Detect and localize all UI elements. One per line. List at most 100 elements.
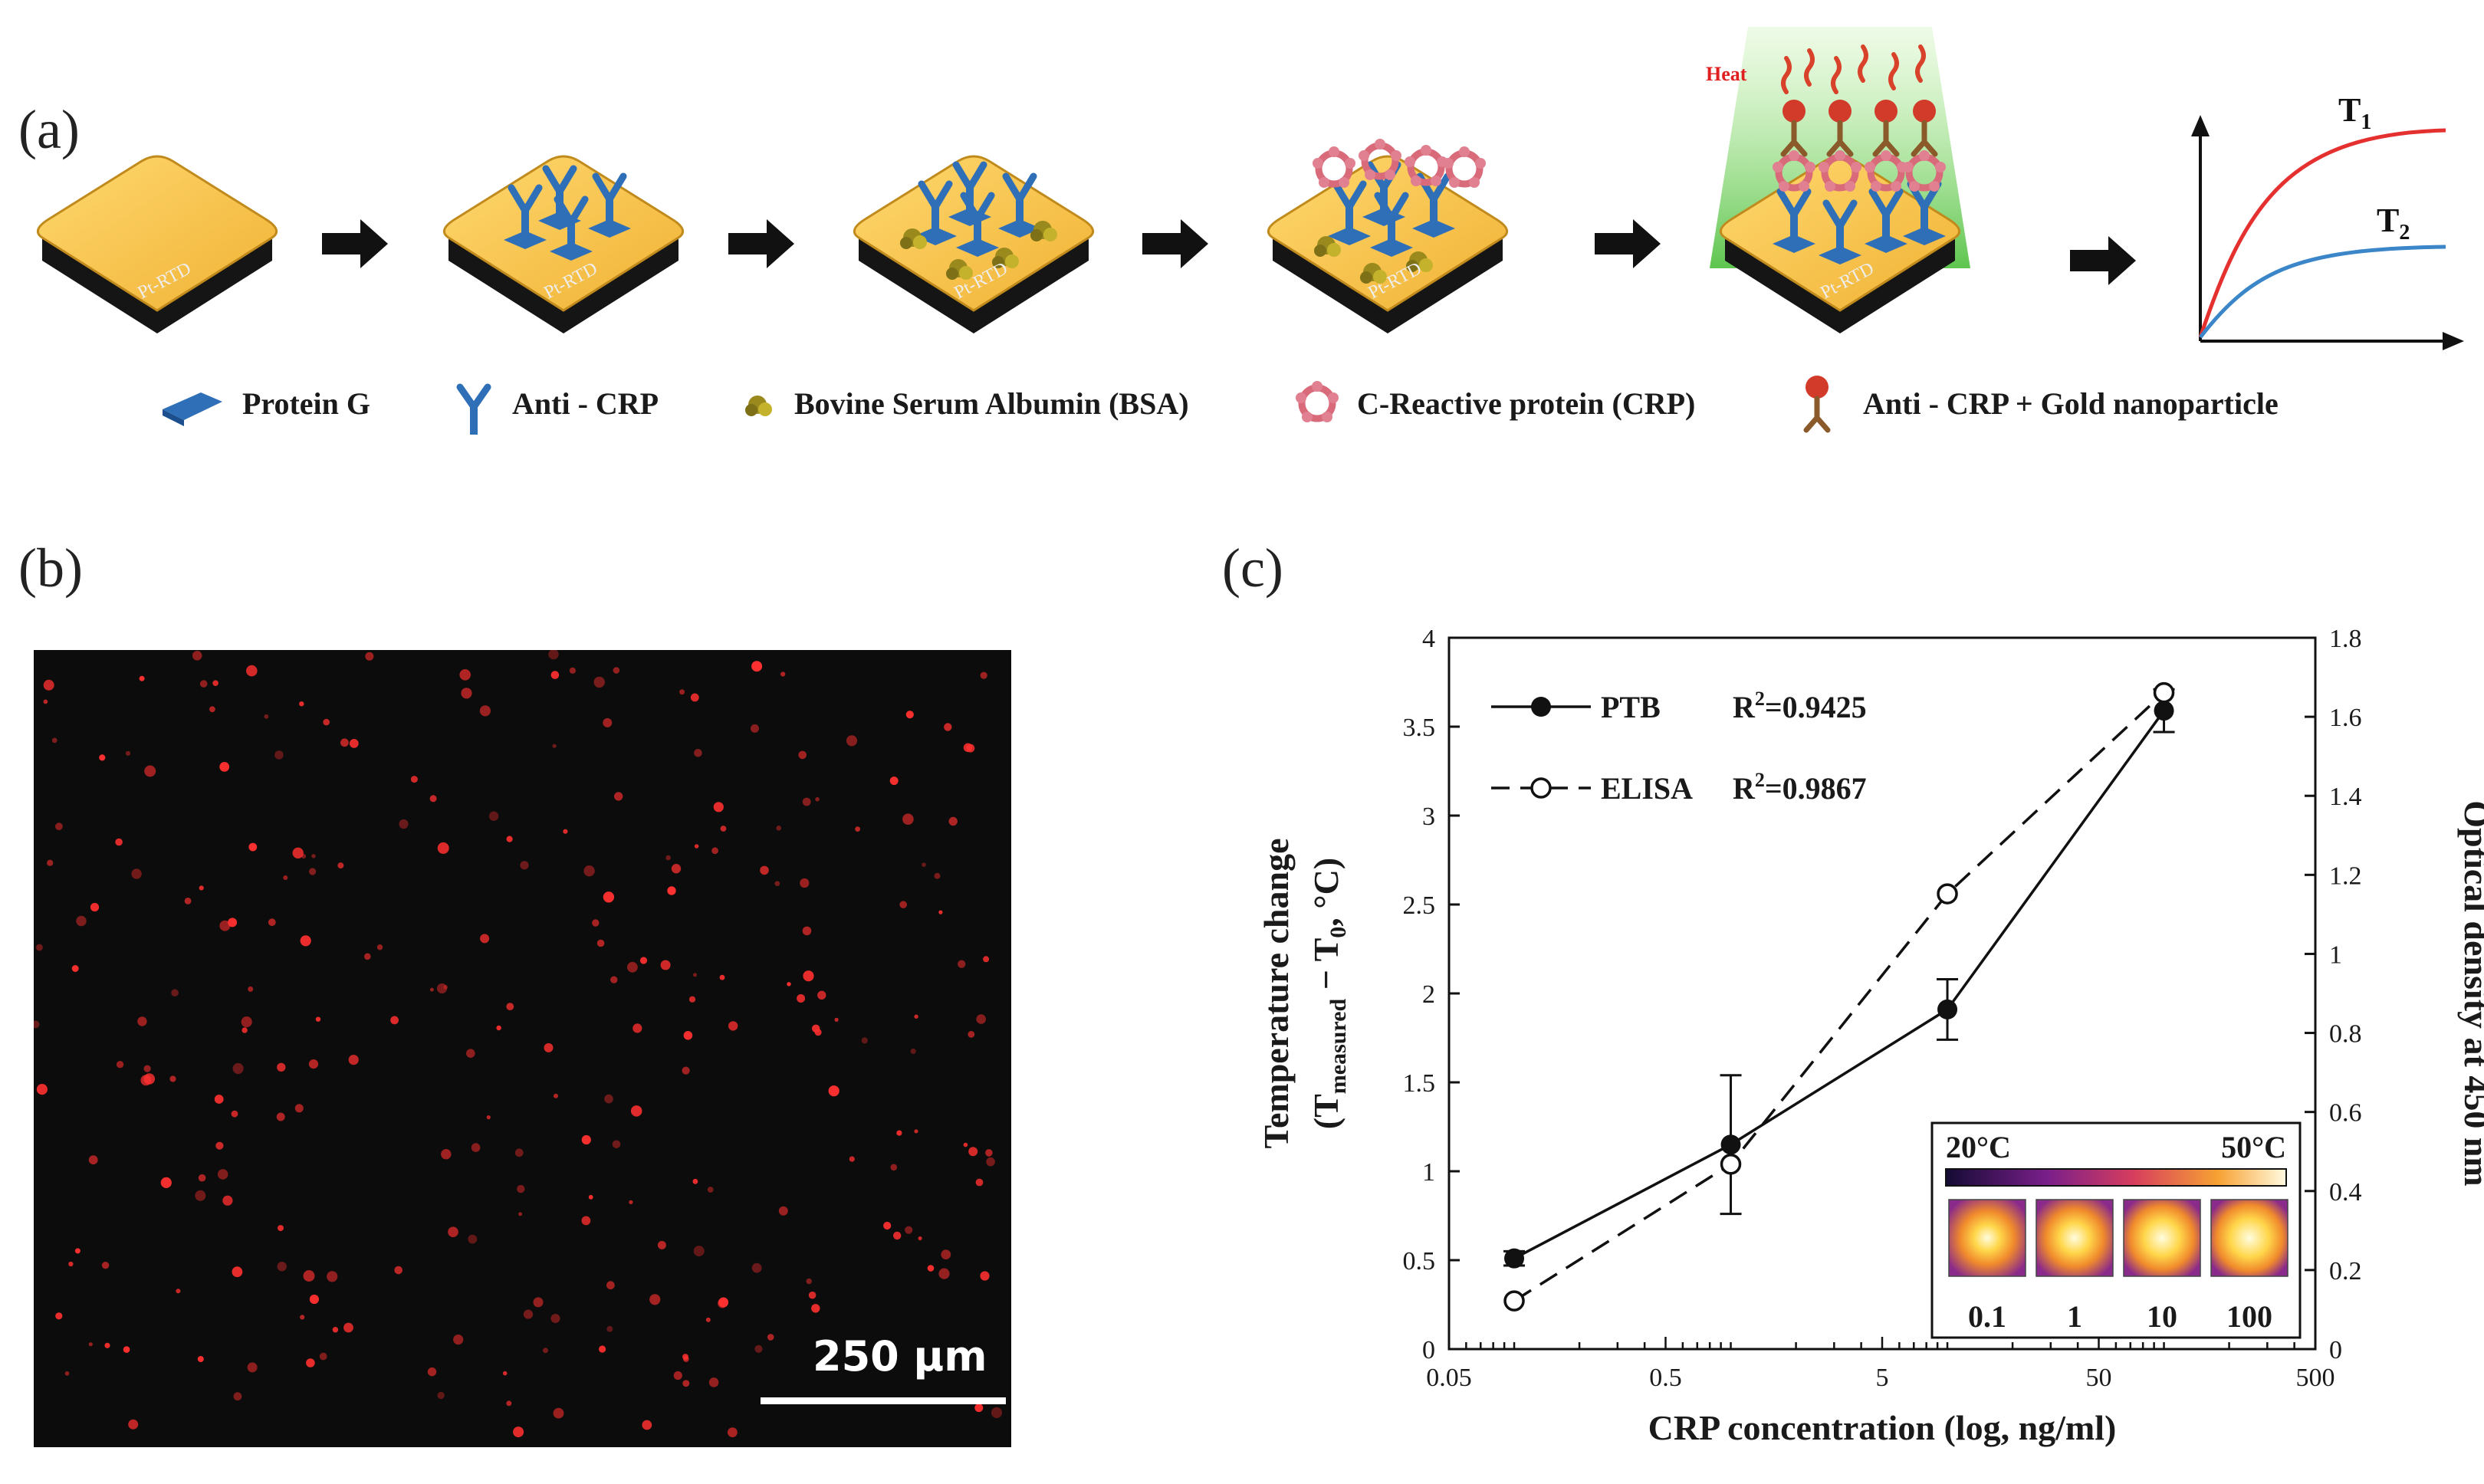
crp-chart: 0 0.5 1 1.5 2 2.5 3 3.5 4 0 0.2 0.4 0.6 0.8 1 1.2 1.4 1.6… (1257, 625, 2484, 1447)
fluorescent-dot (593, 676, 605, 688)
process-arrow-4 (1595, 219, 1661, 268)
fluorescent-dot (707, 1187, 714, 1193)
fluorescent-dot (629, 1200, 633, 1204)
y-left-axis-subtitle-part: , °C) (1306, 858, 1346, 927)
fluorescent-dot (160, 1177, 172, 1188)
bsa-icon (745, 396, 772, 416)
fluorescent-dot (811, 1304, 820, 1313)
fluorescent-dot (520, 861, 529, 870)
fluorescent-dot (814, 1029, 822, 1036)
thermal-image-0.1 (1948, 1199, 2026, 1277)
fluorescent-dot (776, 826, 781, 831)
fluorescent-dot (693, 1246, 705, 1257)
fluorescent-dot (550, 671, 560, 679)
fluorescent-dot (47, 859, 54, 866)
fluorescent-dot (277, 1262, 287, 1272)
y-right-axis-title: Optical density at 450 nm (2457, 800, 2484, 1186)
fluorescent-dot (471, 1143, 481, 1152)
fluorescent-dot (197, 1356, 204, 1362)
fluorescent-dot (890, 1164, 898, 1171)
fluorescent-dot (43, 699, 48, 704)
legend-gold-nanoparticle: Anti - CRP + Gold nanoparticle (1863, 386, 2279, 421)
elisa-point (1720, 1153, 1742, 1175)
fluorescent-dot (944, 723, 952, 731)
schematic-panel: Pt-RTD Pt-RTD Pt-RTD (36, 27, 2464, 435)
fluorescent-dot (893, 1231, 902, 1240)
fluorescent-dot (309, 1294, 319, 1305)
fluorescent-dot (610, 976, 618, 983)
y-left-axis-subtitle-part: measured (1326, 998, 1351, 1094)
fluorescent-dot (751, 724, 759, 733)
process-arrow-5 (2070, 236, 2136, 285)
fluorescent-dot (496, 1025, 501, 1031)
x-tick-label: 0.05 (1426, 1364, 1472, 1392)
fluorescent-dot (343, 1322, 353, 1333)
fluorescent-dot (232, 1062, 244, 1075)
fluorescent-dot (603, 717, 613, 727)
y-left-tick-label: 3.5 (1403, 714, 1436, 742)
elisa-r2-label: R2=0.9867 (1733, 769, 1867, 806)
fluorescent-dot (751, 1262, 762, 1273)
fluorescent-dot (523, 1309, 534, 1319)
fluorescent-dot (300, 1315, 305, 1320)
ptb-r2-label: R2=0.9425 (1733, 688, 1867, 724)
fluorescent-dot (349, 739, 359, 748)
x-tick-label: 50 (2086, 1364, 2112, 1392)
fluorescent-dot (184, 898, 192, 905)
fluorescent-dot (922, 862, 926, 867)
fluorescent-dot (276, 1112, 285, 1121)
panel-label-b: (b) (18, 537, 83, 599)
fluorescent-dot (292, 847, 304, 859)
fluorescent-dot (241, 1016, 252, 1028)
fluorescent-dot (751, 661, 763, 672)
fluorescent-dot (319, 1352, 327, 1361)
fluorescent-dot (76, 915, 87, 927)
fluorescent-dot (985, 1149, 993, 1157)
fluorescent-dot (176, 1289, 181, 1294)
fluorescent-dot (233, 1392, 242, 1401)
fluorescent-dot (34, 1020, 40, 1029)
fluorescent-dot (683, 1031, 693, 1040)
x-tick-label: 5 (1876, 1364, 1889, 1392)
fluorescent-dot (599, 1345, 606, 1353)
fluorescent-dot (299, 701, 304, 707)
fluorescent-dot (195, 1190, 206, 1201)
fluorescent-dot (364, 953, 371, 960)
fluorescent-dot (140, 1075, 152, 1086)
fluorescent-dot (905, 1226, 913, 1234)
fluorescent-dot (139, 675, 145, 681)
fluorescent-dot (667, 886, 676, 895)
fluorescent-dot (774, 881, 780, 886)
fluorescent-dot (68, 1261, 74, 1267)
protein-g-icon (163, 392, 222, 426)
fluorescent-dot (247, 1362, 258, 1373)
fluorescent-dot (797, 994, 806, 1003)
fluorescent-dot (104, 1342, 110, 1348)
fluorescent-dot (938, 1268, 950, 1279)
thermal-scale-min: 20°C (1946, 1130, 2011, 1164)
fluorescent-dot (630, 1105, 642, 1117)
t1-label: T1 (2338, 91, 2371, 134)
fluorescent-dot (144, 765, 156, 777)
fluorescent-dot (639, 957, 648, 964)
fluorescent-dot (569, 667, 577, 674)
fluorescent-dot (123, 1346, 130, 1353)
fluorescent-dot (974, 1404, 984, 1413)
fluorescent-dot (592, 919, 600, 927)
fluorescent-dot (613, 667, 620, 674)
gold-nanoparticle-antibody-icon (1803, 376, 1831, 433)
fluorescent-dot (902, 813, 914, 825)
y-left-tick-label: 1 (1422, 1158, 1435, 1187)
fluorescent-dot (300, 935, 311, 947)
fluorescent-dot (390, 1016, 399, 1025)
fluorescent-dot (332, 1327, 339, 1333)
fluorescent-dot (303, 1270, 315, 1282)
chip-heat: Heat Pt-RTD (1706, 27, 1970, 335)
fluorescent-dot (506, 836, 513, 842)
fluorescent-dot (849, 1156, 855, 1162)
fluorescent-dot (975, 1178, 984, 1187)
fluorescent-dot (376, 944, 383, 950)
fluorescent-dot (718, 1297, 729, 1308)
fluorescent-dot (215, 1141, 224, 1150)
fluorescent-dot (74, 1248, 80, 1254)
